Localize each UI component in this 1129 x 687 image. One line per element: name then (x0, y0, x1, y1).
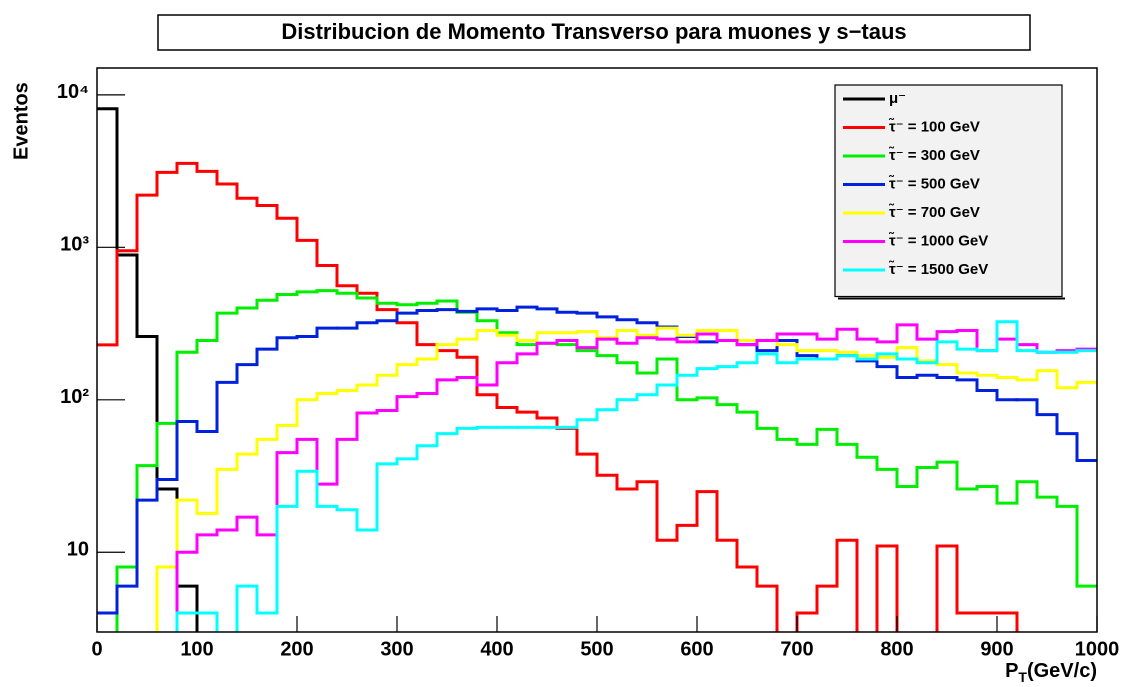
legend-label: μ⁻ (889, 90, 906, 107)
x-tick-label: 700 (780, 638, 813, 660)
legend-label: τ̃⁻ = 1500 GeV (889, 260, 989, 278)
x-label-sub: T (1018, 669, 1027, 685)
x-axis-label: PT(GeV/c) (1005, 660, 1097, 684)
x-tick-label: 300 (380, 638, 413, 660)
x-tick-label: 400 (480, 638, 513, 660)
x-tick-label: 800 (880, 638, 913, 660)
y-tick-label: 10⁴ (57, 81, 89, 103)
y-axis-label: Eventos (10, 82, 32, 160)
title-box (157, 14, 1031, 51)
x-tick-label: 600 (680, 638, 713, 660)
x-tick-label: 100 (180, 638, 213, 660)
y-tick-label: 10² (60, 386, 89, 408)
x-label-main: P (1005, 660, 1018, 682)
y-tick-label: 10 (67, 539, 89, 561)
legend-box (834, 84, 1063, 298)
plot-area (97, 107, 1097, 632)
legend-label: τ̃⁻ = 300 GeV (889, 146, 980, 164)
x-tick-label: 1000 (1075, 638, 1120, 660)
y-tick-label: 10³ (60, 234, 89, 256)
x-tick-label: 0 (91, 638, 102, 660)
chart-title: Distribucion de Momento Transverso para … (281, 19, 906, 44)
x-tick-label: 500 (580, 638, 613, 660)
legend-label: τ̃⁻ = 500 GeV (889, 174, 980, 192)
legend-label: τ̃⁻ = 1000 GeV (889, 231, 989, 249)
x-label-rest: (GeV/c) (1027, 660, 1097, 682)
x-tick-label: 900 (980, 638, 1013, 660)
legend-label: τ̃⁻ = 700 GeV (889, 203, 980, 221)
x-tick-label: 200 (280, 638, 313, 660)
legend-label: τ̃⁻ = 100 GeV (889, 117, 980, 135)
